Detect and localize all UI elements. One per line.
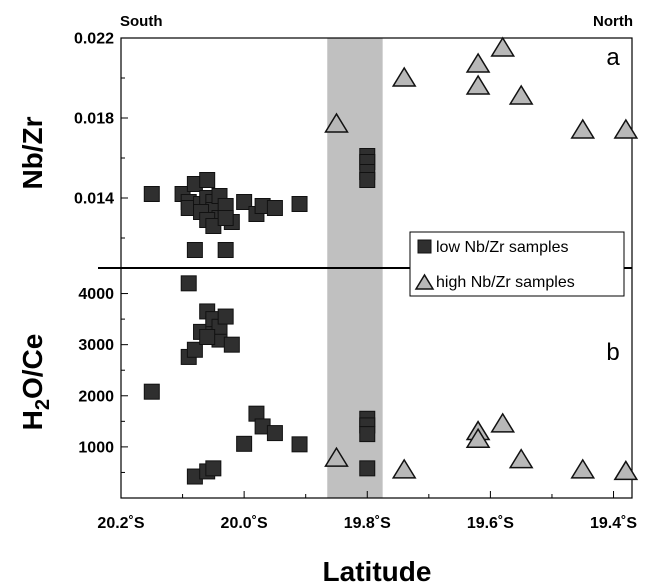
point-low-nbzr bbox=[205, 460, 222, 477]
point-low-nbzr bbox=[186, 341, 203, 358]
y-axis-title-rest: O/Ce bbox=[17, 334, 48, 399]
y-tick-label: 0.018 bbox=[74, 111, 114, 128]
point-high-nbzr bbox=[465, 427, 491, 448]
point-high-nbzr bbox=[570, 458, 596, 479]
point-low-nbzr bbox=[180, 275, 197, 292]
y-tick-label: 2000 bbox=[78, 388, 114, 405]
y-axis-title-sub: 2 bbox=[32, 399, 54, 410]
tick-group: 20.2˚S 20.0˚S 19.8˚S 19.6˚S 19.4˚S 0.014 0.018… bbox=[74, 31, 637, 533]
point-low-nbzr bbox=[359, 172, 376, 188]
legend-label-high: high Nb/Zr samples bbox=[436, 274, 575, 291]
point-low-nbzr bbox=[236, 194, 253, 210]
point-low-nbzr bbox=[266, 425, 283, 442]
point-low-nbzr bbox=[236, 435, 253, 452]
x-tick-label: 19.8˚S bbox=[344, 515, 391, 532]
x-tick-label: 20.0˚S bbox=[221, 515, 268, 532]
point-low-nbzr bbox=[199, 172, 216, 188]
point-high-nbzr bbox=[324, 112, 349, 133]
point-low-nbzr bbox=[217, 308, 234, 325]
y-axis-title-h: H bbox=[17, 410, 48, 430]
point-high-nbzr bbox=[465, 74, 491, 95]
point-high-nbzr bbox=[490, 412, 516, 433]
x-axis-title: Latitude bbox=[323, 556, 432, 584]
y-tick-label: 0.022 bbox=[74, 31, 114, 48]
y-tick-label: 4000 bbox=[78, 286, 114, 303]
panel-a-label: a bbox=[606, 44, 620, 71]
point-high-nbzr bbox=[613, 459, 639, 481]
panel-b-label: b bbox=[606, 339, 619, 366]
point-high-nbzr bbox=[391, 66, 417, 87]
point-high-nbzr bbox=[465, 52, 491, 73]
point-high-nbzr bbox=[508, 448, 534, 469]
point-high-nbzr bbox=[508, 84, 534, 105]
point-low-nbzr bbox=[359, 426, 376, 443]
x-tick-label: 20.2˚S bbox=[97, 515, 144, 532]
point-low-nbzr bbox=[291, 196, 308, 212]
point-high-nbzr bbox=[570, 118, 596, 139]
point-low-nbzr bbox=[217, 210, 234, 226]
point-high-nbzr bbox=[490, 36, 516, 57]
legend-square-marker bbox=[417, 239, 432, 254]
point-low-nbzr bbox=[143, 186, 160, 202]
corner-label-north: North bbox=[593, 13, 633, 30]
y-tick-label: 3000 bbox=[78, 337, 114, 354]
corner-label-south: South bbox=[120, 13, 163, 30]
y-axis-title-h2oce: H2O/Ce bbox=[17, 334, 54, 431]
point-high-nbzr bbox=[391, 458, 417, 479]
legend-label-low: low Nb/Zr samples bbox=[436, 239, 568, 256]
point-low-nbzr bbox=[143, 383, 160, 400]
point-low-nbzr bbox=[359, 460, 376, 477]
point-low-nbzr bbox=[217, 242, 234, 258]
point-low-nbzr bbox=[291, 436, 308, 453]
y-tick-label: 0.014 bbox=[74, 191, 114, 208]
point-low-nbzr bbox=[186, 242, 203, 258]
x-tick-label: 19.6˚S bbox=[467, 515, 514, 532]
y-tick-label: 1000 bbox=[78, 439, 114, 456]
point-high-nbzr bbox=[324, 446, 349, 467]
legend: low Nb/Zr samples high Nb/Zr samples bbox=[409, 231, 625, 297]
point-low-nbzr bbox=[223, 336, 240, 353]
point-low-nbzr bbox=[199, 329, 216, 345]
point-high-nbzr bbox=[613, 118, 639, 139]
legend-box bbox=[409, 231, 625, 297]
legend-triangle-marker bbox=[414, 273, 435, 290]
data-points bbox=[143, 36, 639, 485]
y-axis-title-nbzr: Nb/Zr bbox=[17, 116, 48, 189]
x-tick-label: 19.4˚S bbox=[590, 515, 637, 532]
point-low-nbzr bbox=[266, 200, 283, 216]
